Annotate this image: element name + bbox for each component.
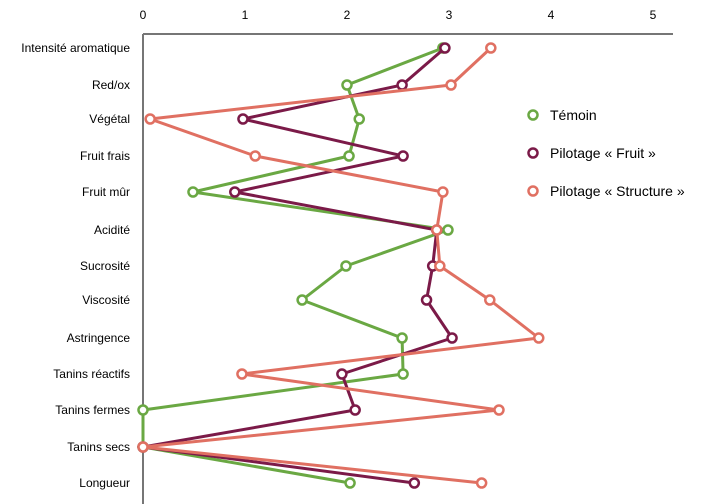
- data-point: [485, 42, 497, 54]
- category-label: Tanins fermes: [55, 403, 130, 417]
- data-point: [344, 477, 356, 489]
- data-point: [484, 294, 496, 306]
- data-point: [533, 332, 545, 344]
- x-tick-label: 5: [650, 8, 657, 22]
- data-point: [336, 368, 348, 380]
- category-label: Sucrosité: [80, 259, 130, 273]
- data-point: [349, 404, 361, 416]
- series-2: [137, 42, 545, 489]
- data-point: [237, 113, 249, 125]
- x-tick-label: 2: [344, 8, 351, 22]
- data-point: [397, 150, 409, 162]
- category-label: Astringence: [67, 331, 131, 345]
- legend-label: Pilotage « Fruit »: [550, 145, 656, 161]
- category-label: Végétal: [89, 112, 130, 126]
- category-label: Tanins secs: [67, 440, 130, 454]
- legend-marker: [527, 147, 539, 159]
- data-point: [340, 260, 352, 272]
- data-point: [493, 404, 505, 416]
- category-labels: Intensité aromatique Red/ox Végétal Fruit f…: [21, 41, 130, 490]
- data-point: [437, 186, 449, 198]
- legend-item: Témoin: [527, 107, 597, 123]
- category-label: Longueur: [79, 476, 130, 490]
- data-point: [187, 186, 199, 198]
- category-label: Intensité aromatique: [21, 41, 130, 55]
- legend: Témoin Pilotage « Fruit » Pilotage « Struc…: [527, 107, 685, 199]
- data-point: [236, 368, 248, 380]
- category-label: Fruit mûr: [82, 185, 130, 199]
- data-point: [343, 150, 355, 162]
- data-point: [137, 441, 149, 453]
- data-point: [137, 404, 149, 416]
- x-tick-label: 1: [242, 8, 249, 22]
- legend-item: Pilotage « Structure »: [527, 183, 685, 199]
- data-point: [296, 294, 308, 306]
- data-point: [144, 113, 156, 125]
- category-label: Tanins réactifs: [53, 367, 130, 381]
- category-label: Red/ox: [92, 78, 130, 92]
- series-1: [137, 42, 458, 489]
- data-point: [229, 186, 241, 198]
- x-tick-label: 0: [140, 8, 147, 22]
- legend-label: Témoin: [550, 107, 597, 123]
- data-point: [442, 224, 454, 236]
- data-point: [431, 224, 443, 236]
- data-point: [396, 332, 408, 344]
- x-tick-labels: 0 1 2 3 4 5: [140, 8, 657, 22]
- category-label: Acidité: [94, 223, 130, 237]
- data-point: [396, 79, 408, 91]
- category-label: Fruit frais: [80, 149, 130, 163]
- series-group: [137, 42, 545, 489]
- data-point: [249, 150, 261, 162]
- data-point: [420, 294, 433, 306]
- data-point: [475, 477, 488, 489]
- x-tick-label: 4: [548, 8, 555, 22]
- data-point: [434, 260, 446, 272]
- data-point: [353, 113, 365, 125]
- data-point: [445, 79, 457, 91]
- data-point: [408, 477, 421, 489]
- legend-marker: [527, 109, 539, 121]
- legend-item: Pilotage « Fruit »: [527, 145, 656, 161]
- legend-marker: [527, 185, 539, 197]
- data-point: [341, 79, 353, 91]
- data-point: [439, 42, 451, 54]
- category-label: Viscosité: [82, 293, 130, 307]
- legend-label: Pilotage « Structure »: [550, 183, 685, 199]
- x-tick-label: 3: [446, 8, 453, 22]
- data-point: [446, 332, 458, 344]
- data-point: [397, 368, 409, 380]
